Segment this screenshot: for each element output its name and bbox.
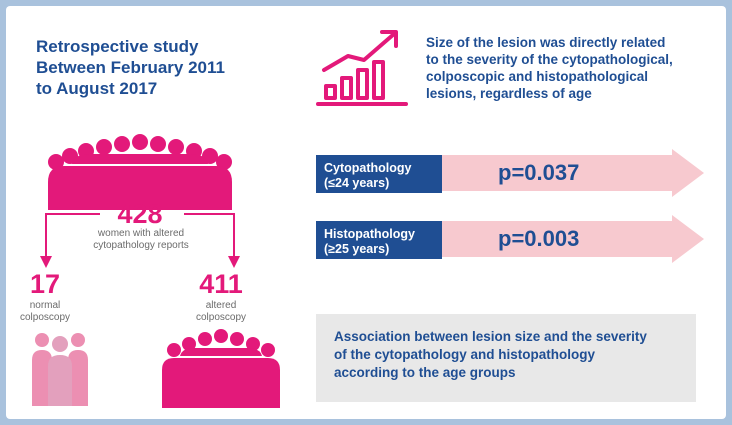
study-title-line: Retrospective study — [36, 37, 199, 56]
study-title-line: Between February 2011 — [36, 58, 225, 77]
association-box: Association between lesion size and the … — [316, 314, 696, 402]
women-crowd-icon — [48, 134, 232, 210]
arrow-down-icon — [45, 213, 100, 258]
study-title: Retrospective study Between February 201… — [36, 36, 296, 99]
study-title-line: to August 2017 — [36, 79, 158, 98]
altered-count: 411 — [199, 269, 243, 299]
altered-label: altered colposcopy — [186, 300, 256, 324]
result-label-line: Cytopathology — [324, 161, 412, 175]
result-label-line: Histopathology — [324, 227, 415, 241]
arrow-right-icon — [436, 215, 704, 263]
arrow-down-icon — [184, 213, 235, 258]
association-line: of the cytopathology and histopathology — [334, 347, 595, 362]
normal-count: 17 — [29, 269, 61, 299]
result-label-box: Cytopathology (≤24 years) — [316, 155, 442, 193]
normal-label-line: normal — [29, 300, 61, 311]
arrow-right-icon — [436, 149, 704, 197]
infographic-card: Retrospective study Between February 201… — [6, 6, 726, 419]
finding-line: colposcopic and histopathological — [426, 69, 649, 84]
total-label: women with altered cytopathology reports — [76, 228, 206, 252]
p-value: p=0.037 — [498, 160, 580, 185]
split-arrows — [40, 213, 240, 268]
finding-line: to the severity of the cytopathological, — [426, 52, 673, 67]
finding-line: Size of the lesion was directly related — [426, 35, 666, 50]
normal-label: normal colposcopy — [10, 300, 80, 324]
finding-line: lesions, regardless of age — [426, 86, 592, 101]
total-label-line: women with altered — [97, 228, 185, 239]
normal-label-line: colposcopy — [19, 312, 71, 323]
result-label-line: (≥25 years) — [324, 242, 390, 256]
finding-text: Size of the lesion was directly related … — [426, 34, 716, 102]
result-label-line: (≤24 years) — [324, 176, 390, 190]
altered-label-line: colposcopy — [195, 312, 247, 323]
association-line: according to the age groups — [334, 365, 516, 380]
bar-growth-chart-icon — [316, 30, 408, 106]
association-line: Association between lesion size and the … — [334, 329, 647, 344]
total-label-line: cytopathology reports — [93, 240, 189, 251]
altered-label-line: altered — [205, 300, 237, 311]
result-label-box: Histopathology (≥25 years) — [316, 221, 442, 259]
p-value: p=0.003 — [498, 226, 580, 251]
normal-women-icon — [32, 333, 88, 406]
total-count: 428 — [117, 199, 163, 229]
altered-women-crowd-icon — [162, 329, 280, 408]
